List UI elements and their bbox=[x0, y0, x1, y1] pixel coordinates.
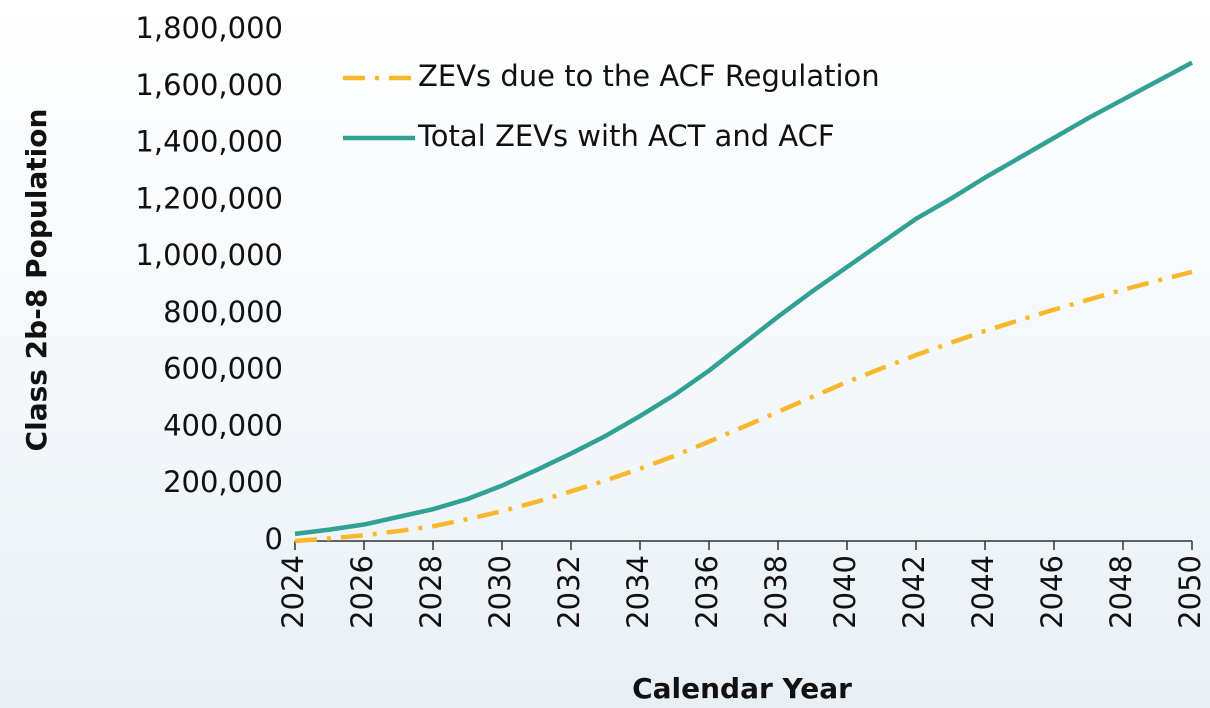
x-tick-label: 2036 bbox=[690, 555, 724, 629]
x-tick-label: 2040 bbox=[828, 555, 862, 629]
y-tick-label: 1,000,000 bbox=[135, 238, 283, 272]
x-tick-label: 2042 bbox=[897, 555, 931, 629]
y-tick-label: 1,400,000 bbox=[135, 125, 283, 159]
x-axis-title: Calendar Year bbox=[632, 672, 852, 705]
x-tick-label: 2046 bbox=[1035, 555, 1069, 629]
x-tick-label: 2038 bbox=[759, 555, 793, 629]
y-tick-label: 800,000 bbox=[163, 295, 283, 329]
line-series bbox=[294, 269, 1193, 544]
y-tick-label: 1,600,000 bbox=[135, 68, 283, 102]
y-axis-title: Class 2b-8 Population bbox=[20, 109, 53, 452]
y-tick-label: 1,800,000 bbox=[135, 11, 283, 45]
y-tick-label: 200,000 bbox=[163, 465, 283, 499]
x-tick-label: 2024 bbox=[276, 555, 310, 629]
x-tick-label: 2048 bbox=[1104, 555, 1138, 629]
x-tick-label: 2030 bbox=[483, 555, 517, 629]
x-tick-label: 2032 bbox=[552, 555, 586, 629]
line-series bbox=[294, 60, 1194, 537]
x-tick-label: 2034 bbox=[621, 555, 655, 629]
x-tick-label: 2050 bbox=[1173, 555, 1207, 629]
x-tick-label: 2044 bbox=[966, 555, 1000, 629]
y-tick-label: 0 bbox=[265, 522, 283, 556]
legend-label: Total ZEVs with ACT and ACF bbox=[417, 119, 835, 153]
y-tick-label: 1,200,000 bbox=[135, 181, 283, 215]
y-tick-label: 400,000 bbox=[163, 408, 283, 442]
x-tick-label: 2028 bbox=[414, 555, 448, 629]
x-tick-label: 2026 bbox=[345, 555, 379, 629]
legend-label: ZEVs due to the ACF Regulation bbox=[418, 59, 880, 93]
y-tick-label: 600,000 bbox=[163, 352, 283, 386]
